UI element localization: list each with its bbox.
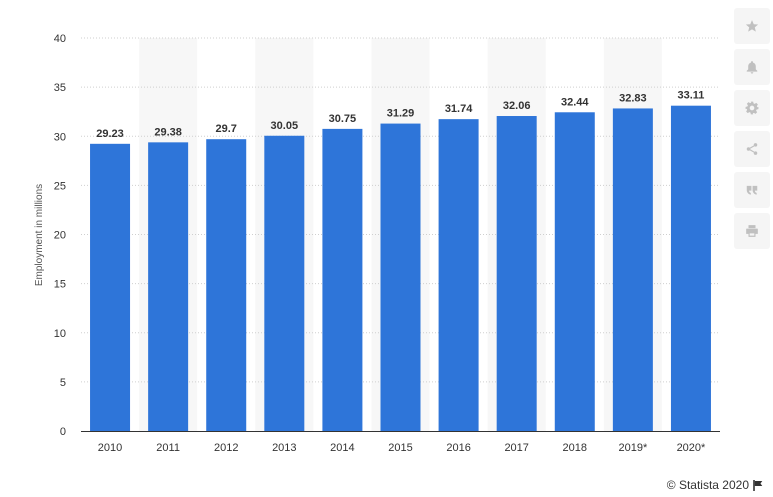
bar-chart: 29.23 29.38 29.7 30.05 30.75 31.29 31.74 32.06 3… xyxy=(34,33,720,454)
bar[interactable] xyxy=(206,139,247,431)
y-tick-label: 20 xyxy=(54,230,66,242)
bar[interactable] xyxy=(612,108,653,431)
bar[interactable] xyxy=(438,119,479,431)
data-label: 32.06 xyxy=(503,100,531,112)
bar[interactable] xyxy=(90,143,131,431)
bar[interactable] xyxy=(322,128,363,431)
data-label: 29.38 xyxy=(154,126,182,138)
star-icon xyxy=(745,20,759,32)
y-tick-label: 10 xyxy=(54,328,66,340)
data-label: 31.29 xyxy=(387,108,415,120)
x-tick-label: 2016 xyxy=(446,442,470,454)
bar[interactable] xyxy=(670,105,711,432)
quote-icon xyxy=(746,185,758,195)
y-tick-label: 25 xyxy=(54,180,66,192)
bell-icon xyxy=(746,61,758,74)
x-tick-label: 2017 xyxy=(504,442,528,454)
bar[interactable] xyxy=(148,142,189,432)
data-label: 33.11 xyxy=(677,90,704,102)
data-label: 32.83 xyxy=(619,92,647,104)
x-axis-ticks: 2010 2011 2012 2013 2014 2015 2016 2017 2018 2019… xyxy=(98,442,706,454)
data-label: 31.74 xyxy=(445,103,473,115)
x-tick-label: 2012 xyxy=(214,442,238,454)
x-tick-label: 2011 xyxy=(156,442,180,454)
y-tick-label: 15 xyxy=(54,279,66,291)
flag-icon xyxy=(753,479,763,491)
data-label: 32.44 xyxy=(561,96,589,108)
bar[interactable] xyxy=(554,112,595,431)
data-label: 30.05 xyxy=(271,120,299,132)
print-button[interactable] xyxy=(734,213,770,249)
data-labels: 29.23 29.38 29.7 30.05 30.75 31.29 31.74 32.06 3… xyxy=(96,90,704,140)
bar[interactable] xyxy=(380,123,421,432)
bar[interactable] xyxy=(496,116,537,431)
x-tick-label: 2018 xyxy=(563,442,587,454)
y-tick-label: 35 xyxy=(54,82,66,94)
y-tick-label: 0 xyxy=(60,426,66,438)
x-tick-label: 2015 xyxy=(388,442,412,454)
x-tick-label: 2013 xyxy=(272,442,296,454)
data-label: 29.23 xyxy=(96,128,124,140)
bar[interactable] xyxy=(264,135,305,432)
y-tick-label: 40 xyxy=(54,33,66,45)
favorite-button[interactable] xyxy=(734,8,770,44)
cite-button[interactable] xyxy=(734,172,770,208)
x-tick-label: 2020* xyxy=(677,442,706,454)
x-tick-label: 2010 xyxy=(98,442,122,454)
credit-text: © Statista 2020 xyxy=(666,478,749,492)
print-icon xyxy=(746,225,758,237)
y-axis-label: Employment in millions xyxy=(34,184,45,286)
gear-icon xyxy=(745,101,759,115)
share-icon xyxy=(746,143,758,155)
sidebar xyxy=(734,8,770,249)
x-tick-label: 2014 xyxy=(330,442,354,454)
settings-button[interactable] xyxy=(734,90,770,126)
bars xyxy=(90,105,711,432)
x-tick-label: 2019* xyxy=(618,442,647,454)
y-tick-label: 30 xyxy=(54,131,66,143)
data-label: 29.7 xyxy=(216,123,237,135)
gridlines xyxy=(81,37,720,432)
y-tick-label: 5 xyxy=(60,377,66,389)
data-label: 30.75 xyxy=(329,113,357,125)
notification-button[interactable] xyxy=(734,49,770,85)
y-axis-ticks: 0 5 10 15 20 25 30 35 40 xyxy=(54,33,66,438)
share-button[interactable] xyxy=(734,131,770,167)
statista-credit[interactable]: © Statista 2020 xyxy=(667,478,763,492)
